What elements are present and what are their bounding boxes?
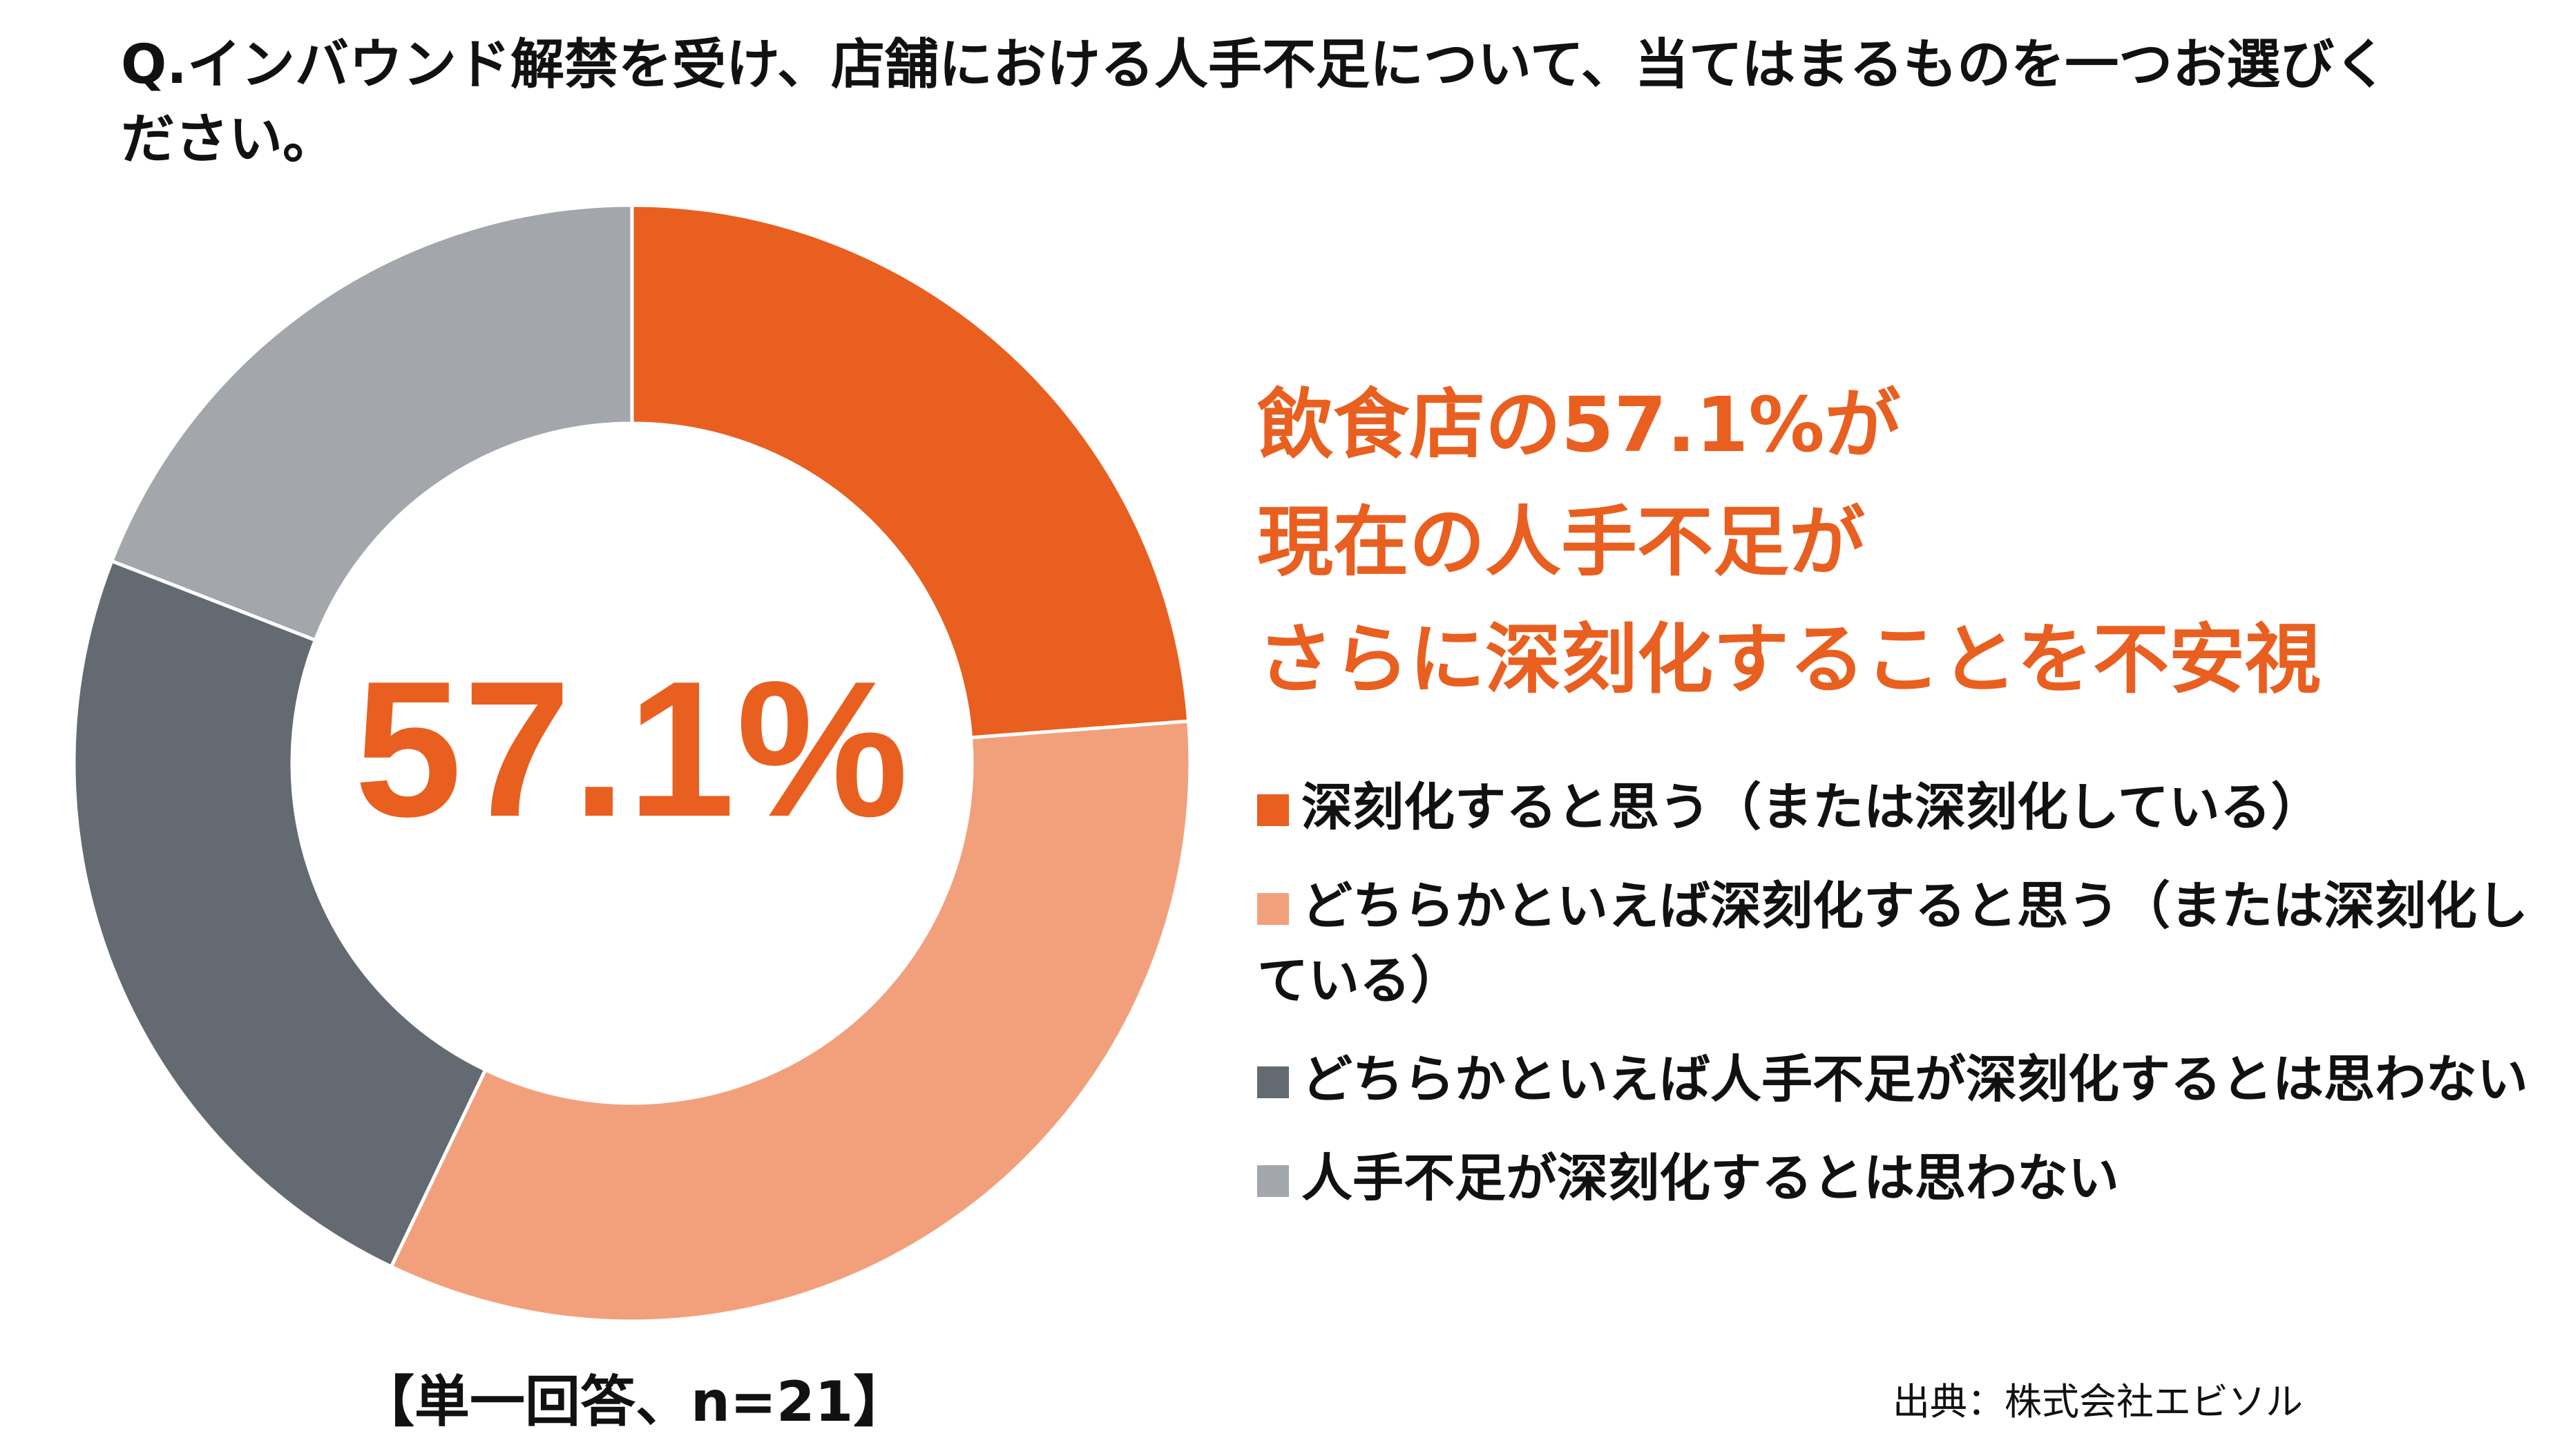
chart-legend: 深刻化すると思う（または深刻化している） どちらかといえば深刻化すると思う（また… [1257,770,2542,1240]
legend-label: 人手不足が深刻化するとは思わない [1301,1149,2119,1208]
legend-label: どちらかといえば人手不足が深刻化するとは思わない [1301,1050,2528,1109]
donut-slice [389,719,1192,1323]
headline-line-2: 現在の人手不足が [1257,498,1865,586]
donut-slice [72,559,488,1270]
headline-line-3: さらに深刻化することを不安視 [1257,615,2321,704]
donut-chart: 57.1% [69,200,1195,1326]
donut-slice [109,203,634,642]
headline: 飲食店の57.1%が 現在の人手不足が さらに深刻化することを不安視 [1257,366,2542,718]
source-credit: 出典：株式会社エビソル [1893,1380,2303,1424]
question-text: Q.インバウンド解禁を受け、店舗における人手不足について、当てはまるものを一つお… [121,34,2389,171]
center-percentage: 57.1% [354,641,910,857]
donut-slice [630,203,1191,740]
legend-swatch [1257,794,1289,826]
legend-item: どちらかといえば人手不足が深刻化するとは思わない [1257,1042,2542,1117]
legend-swatch [1257,1165,1289,1197]
legend-item: 人手不足が深刻化するとは思わない [1257,1141,2542,1216]
legend-item: どちらかといえば深刻化すると思う（または深刻化している） [1257,869,2542,1018]
legend-label: どちらかといえば深刻化すると思う（または深刻化している） [1257,877,2528,1010]
legend-swatch [1257,1066,1289,1098]
donut-svg [72,203,1192,1323]
legend-item: 深刻化すると思う（または深刻化している） [1257,770,2542,845]
sample-note: 【単一回答、n=21】 [359,1370,909,1434]
legend-swatch [1257,893,1289,925]
headline-line-1: 飲食店の57.1%が [1257,381,1901,469]
legend-label: 深刻化すると思う（または深刻化している） [1301,778,2322,837]
